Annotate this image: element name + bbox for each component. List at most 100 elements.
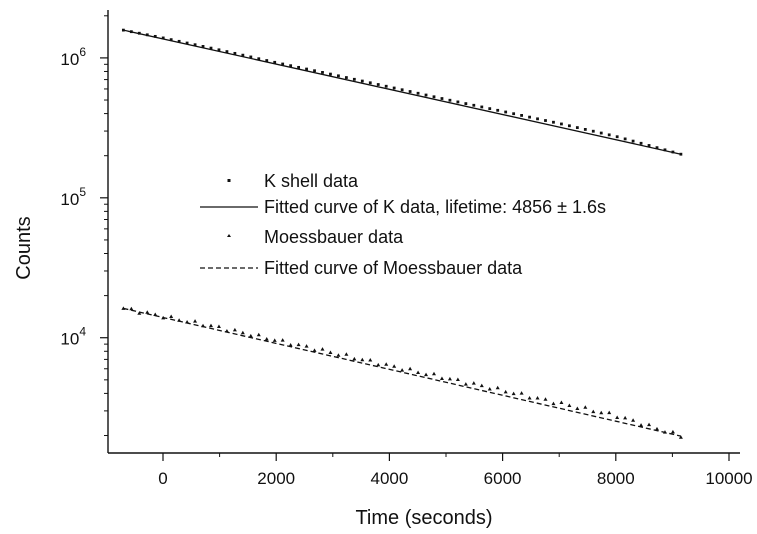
series-0-marker (392, 86, 396, 90)
series-0-marker (273, 60, 277, 64)
legend-marker-triangle (227, 234, 231, 237)
series-2-marker (551, 401, 556, 406)
series-2-marker (463, 382, 468, 386)
series-2-marker (376, 362, 381, 367)
legend-marker-square (227, 179, 231, 182)
series-2-marker (631, 418, 636, 422)
series-0-marker (257, 57, 261, 61)
series-0-marker (655, 146, 659, 150)
series-0-marker (376, 83, 380, 86)
series-0-marker (496, 108, 500, 112)
series-2-marker (384, 362, 389, 366)
series-2-marker (599, 410, 604, 415)
series-2-marker (232, 327, 237, 332)
series-0-marker (321, 71, 324, 74)
series-2-marker (487, 387, 492, 391)
series-0-marker (552, 120, 555, 124)
series-0-marker (416, 91, 420, 95)
series-2-marker (647, 422, 652, 427)
series-0-marker (193, 43, 197, 47)
series-0-marker (329, 72, 332, 76)
y-tick-label: 105 (60, 185, 86, 209)
x-tick-label: 2000 (257, 469, 295, 488)
series-0-marker (153, 34, 157, 38)
series-2-marker (607, 410, 612, 415)
series-0-marker (233, 51, 237, 55)
legend: K shell data Fitted curve of K data, lif… (200, 171, 606, 278)
series-0-marker (647, 144, 651, 147)
series-2-marker (639, 423, 644, 427)
series-2-marker (503, 389, 508, 394)
series-2-marker (336, 353, 341, 357)
series-0-marker (209, 46, 213, 50)
x-ticks: 0 2000 4000 6000 8000 10000 (158, 453, 753, 488)
series-2-marker (352, 356, 357, 361)
series-0-marker (591, 129, 595, 133)
series-2-marker (280, 338, 285, 342)
series-2-marker (264, 337, 269, 341)
series-2-marker (208, 323, 213, 328)
series-2-marker (567, 403, 572, 407)
legend-label: Moessbauer data (264, 227, 404, 247)
series-0-marker (639, 141, 643, 145)
series-0-marker (615, 135, 619, 139)
series-2-marker (248, 333, 253, 338)
x-tick-label: 4000 (370, 469, 408, 488)
plot-area: 0 2000 4000 6000 8000 10000 104 105 106 (60, 10, 753, 488)
series-0-marker (121, 28, 125, 32)
series-0-marker (177, 39, 181, 43)
x-tick-label: 0 (158, 469, 167, 488)
series-2-marker (296, 342, 301, 347)
series-2-marker (129, 306, 134, 311)
series-2-marker (153, 312, 158, 316)
series-0-marker (360, 79, 364, 83)
series-0-marker (217, 48, 221, 52)
series-2-marker (519, 391, 524, 395)
series-2-marker (193, 319, 198, 323)
series-0-marker (536, 117, 539, 121)
series-2-marker (240, 330, 245, 335)
series-0-marker (599, 131, 603, 135)
series-0-marker (241, 53, 245, 57)
x-tick-label: 8000 (597, 469, 635, 488)
series-0-marker (201, 45, 205, 48)
series-2-marker (304, 344, 309, 348)
series-2-marker (368, 358, 373, 362)
series-0-marker (623, 137, 627, 141)
series-0-marker (544, 119, 547, 122)
y-tick-label: 104 (60, 325, 86, 349)
series-0-marker (281, 62, 285, 66)
series-2-marker (591, 409, 596, 414)
series-layer (121, 28, 683, 439)
series-0-marker (289, 64, 293, 68)
y-axis-title: Counts (13, 216, 35, 279)
legend-item-moessbauer-fit: Fitted curve of Moessbauer data (200, 258, 523, 278)
series-0-marker (384, 84, 388, 88)
series-2-marker (535, 395, 540, 400)
legend-label: Fitted curve of Moessbauer data (264, 258, 523, 278)
series-1-fit-line (123, 29, 682, 155)
series-2-marker (169, 314, 174, 318)
series-0-marker (337, 74, 340, 78)
y-ticks: 104 105 106 (60, 15, 108, 437)
series-0-marker (560, 122, 563, 126)
series-2-marker (312, 348, 317, 352)
series-2-marker (416, 370, 421, 374)
series-0-marker (169, 38, 173, 42)
legend-item-k-fit: Fitted curve of K data, lifetime: 4856 ±… (200, 197, 606, 217)
x-tick-label: 10000 (705, 469, 752, 488)
series-2-marker (288, 342, 293, 347)
series-2-marker (328, 350, 333, 354)
series-2-marker (471, 381, 476, 385)
series-0-marker (313, 69, 316, 73)
series-2-marker (615, 415, 620, 420)
series-0-marker (472, 103, 476, 107)
series-0-marker (488, 107, 492, 111)
x-axis-title: Time (seconds) (355, 507, 492, 529)
series-2-marker (137, 311, 142, 315)
series-0-marker (504, 110, 508, 114)
series-2-marker (431, 371, 436, 376)
series-2-marker (256, 332, 261, 337)
series-0-marker (352, 77, 356, 81)
